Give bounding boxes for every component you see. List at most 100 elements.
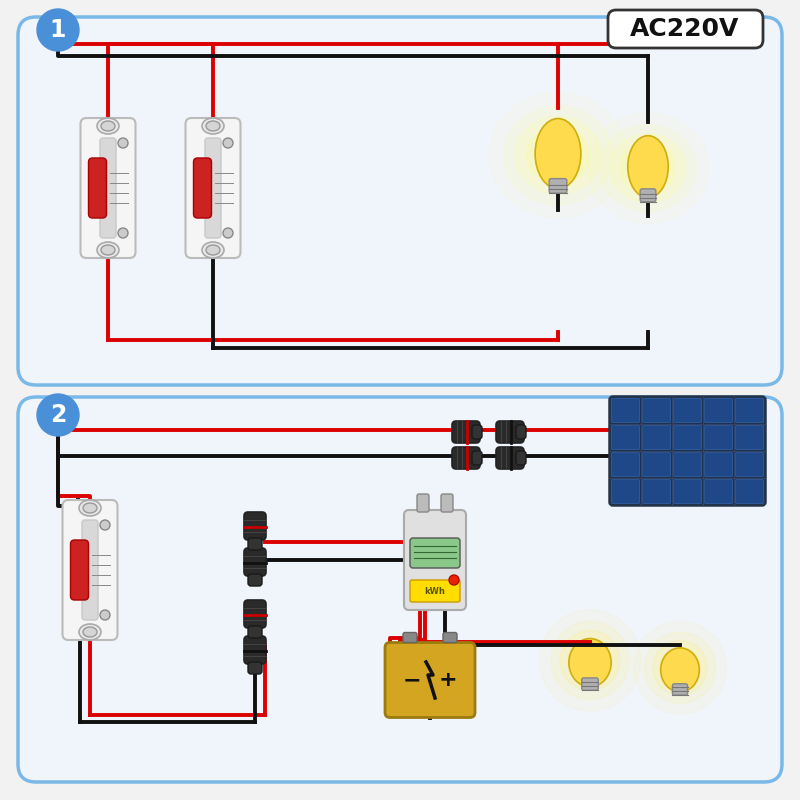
FancyBboxPatch shape xyxy=(611,479,639,503)
Circle shape xyxy=(223,138,233,148)
FancyBboxPatch shape xyxy=(410,538,460,568)
Ellipse shape xyxy=(539,610,641,711)
FancyBboxPatch shape xyxy=(18,17,782,385)
Ellipse shape xyxy=(490,93,626,218)
FancyBboxPatch shape xyxy=(642,398,670,422)
FancyBboxPatch shape xyxy=(735,479,763,503)
Ellipse shape xyxy=(587,113,709,223)
Circle shape xyxy=(118,228,128,238)
FancyBboxPatch shape xyxy=(582,678,598,690)
Circle shape xyxy=(100,610,110,620)
Ellipse shape xyxy=(610,134,686,202)
Text: 1: 1 xyxy=(50,18,66,42)
FancyBboxPatch shape xyxy=(18,397,782,782)
FancyBboxPatch shape xyxy=(244,636,266,664)
Ellipse shape xyxy=(206,121,220,131)
Ellipse shape xyxy=(644,632,716,703)
Text: kWh: kWh xyxy=(425,586,446,595)
FancyBboxPatch shape xyxy=(673,684,687,695)
FancyBboxPatch shape xyxy=(735,398,763,422)
Ellipse shape xyxy=(620,143,676,194)
FancyBboxPatch shape xyxy=(674,426,702,450)
FancyBboxPatch shape xyxy=(674,453,702,477)
FancyBboxPatch shape xyxy=(100,138,116,238)
FancyBboxPatch shape xyxy=(705,398,733,422)
Ellipse shape xyxy=(206,245,220,255)
FancyBboxPatch shape xyxy=(496,447,524,469)
FancyBboxPatch shape xyxy=(640,189,656,202)
FancyBboxPatch shape xyxy=(89,158,106,218)
FancyBboxPatch shape xyxy=(244,548,266,576)
FancyBboxPatch shape xyxy=(516,425,526,439)
FancyBboxPatch shape xyxy=(549,178,567,193)
FancyBboxPatch shape xyxy=(248,662,262,674)
FancyBboxPatch shape xyxy=(62,500,118,640)
FancyBboxPatch shape xyxy=(443,633,457,642)
FancyBboxPatch shape xyxy=(410,580,460,602)
Circle shape xyxy=(118,138,128,148)
Ellipse shape xyxy=(83,503,97,513)
FancyBboxPatch shape xyxy=(403,633,417,642)
Circle shape xyxy=(223,228,233,238)
FancyBboxPatch shape xyxy=(611,426,639,450)
FancyBboxPatch shape xyxy=(642,479,670,503)
Ellipse shape xyxy=(79,624,101,640)
Ellipse shape xyxy=(568,638,612,682)
FancyBboxPatch shape xyxy=(244,512,266,540)
Text: +: + xyxy=(438,670,458,690)
FancyBboxPatch shape xyxy=(610,397,765,505)
Circle shape xyxy=(100,520,110,530)
Ellipse shape xyxy=(97,242,119,258)
FancyBboxPatch shape xyxy=(705,453,733,477)
FancyBboxPatch shape xyxy=(452,421,480,443)
Text: −: − xyxy=(402,670,422,690)
FancyBboxPatch shape xyxy=(642,453,670,477)
FancyBboxPatch shape xyxy=(404,510,466,610)
FancyBboxPatch shape xyxy=(735,453,763,477)
FancyBboxPatch shape xyxy=(248,626,262,638)
Ellipse shape xyxy=(504,106,612,205)
FancyBboxPatch shape xyxy=(81,118,135,258)
Ellipse shape xyxy=(560,630,620,690)
Ellipse shape xyxy=(535,118,581,189)
FancyBboxPatch shape xyxy=(735,426,763,450)
FancyBboxPatch shape xyxy=(611,453,639,477)
Ellipse shape xyxy=(515,116,601,194)
FancyBboxPatch shape xyxy=(611,398,639,422)
Ellipse shape xyxy=(628,136,668,198)
Ellipse shape xyxy=(600,124,696,212)
Ellipse shape xyxy=(661,648,699,692)
Ellipse shape xyxy=(83,627,97,637)
FancyBboxPatch shape xyxy=(472,425,482,439)
Ellipse shape xyxy=(634,622,726,714)
FancyBboxPatch shape xyxy=(244,600,266,628)
Circle shape xyxy=(37,394,79,436)
FancyBboxPatch shape xyxy=(385,642,475,718)
FancyBboxPatch shape xyxy=(705,426,733,450)
FancyBboxPatch shape xyxy=(452,447,480,469)
Ellipse shape xyxy=(569,638,611,687)
FancyBboxPatch shape xyxy=(70,540,89,600)
Ellipse shape xyxy=(101,245,115,255)
Circle shape xyxy=(449,575,459,585)
FancyBboxPatch shape xyxy=(441,494,453,512)
FancyBboxPatch shape xyxy=(248,538,262,550)
FancyBboxPatch shape xyxy=(205,138,221,238)
FancyBboxPatch shape xyxy=(674,479,702,503)
FancyBboxPatch shape xyxy=(705,479,733,503)
FancyBboxPatch shape xyxy=(496,421,524,443)
Ellipse shape xyxy=(202,118,224,134)
FancyBboxPatch shape xyxy=(186,118,241,258)
FancyBboxPatch shape xyxy=(608,10,763,48)
Circle shape xyxy=(37,9,79,51)
Ellipse shape xyxy=(202,242,224,258)
Ellipse shape xyxy=(653,641,707,695)
Ellipse shape xyxy=(97,118,119,134)
Ellipse shape xyxy=(526,126,590,184)
FancyBboxPatch shape xyxy=(417,494,429,512)
Ellipse shape xyxy=(551,622,629,699)
FancyBboxPatch shape xyxy=(82,520,98,620)
FancyBboxPatch shape xyxy=(642,426,670,450)
Text: 2: 2 xyxy=(50,403,66,427)
FancyBboxPatch shape xyxy=(516,451,526,465)
